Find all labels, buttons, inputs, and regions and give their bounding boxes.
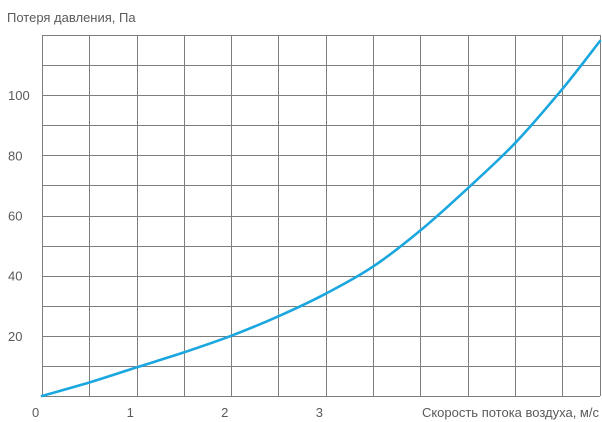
- x-tick-label-1: 1: [127, 405, 134, 420]
- x-axis-title: Скорость потока воздуха, м/с: [422, 405, 600, 420]
- y-tick-label-4: 100: [8, 88, 30, 103]
- y-tick-label-0: 20: [8, 329, 22, 344]
- y-tick-label-1: 40: [8, 269, 22, 284]
- y-axis-title: Потеря давления, Па: [7, 10, 136, 25]
- series-layer: [40, 39, 602, 398]
- x-tick-label-0: 0: [32, 405, 39, 420]
- y-tick-label-2: 60: [8, 209, 22, 224]
- x-tick-label-2: 2: [221, 405, 228, 420]
- horizontal-grid-lines: [42, 35, 600, 397]
- series-line-0: [40, 39, 602, 398]
- tick-labels: 0 1 2 3 20 40 60 80 100: [8, 88, 323, 420]
- y-tick-label-3: 80: [8, 148, 22, 163]
- vertical-grid-lines: [42, 35, 601, 396]
- x-tick-label-3: 3: [316, 405, 323, 420]
